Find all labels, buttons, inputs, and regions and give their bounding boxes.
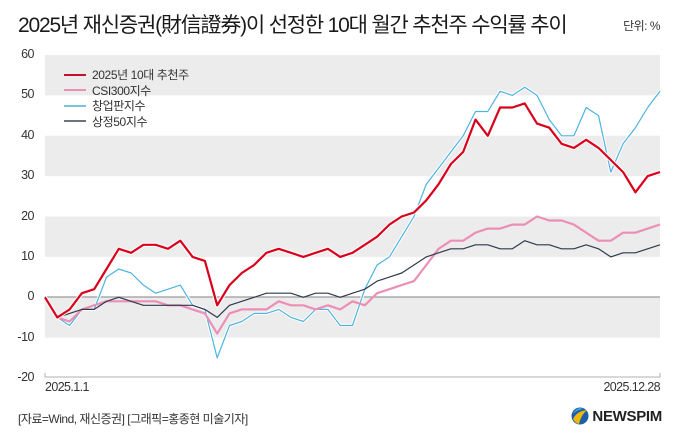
series-lines <box>43 85 662 360</box>
legend-label: 상정50지수 <box>92 114 148 129</box>
chart-title: 2025년 재신증권(財信證券)이 선정한 10대 월간 추천주 수익률 추이 <box>18 14 568 37</box>
legend-label: 창업판지수 <box>92 99 146 114</box>
legend-item-chinext: 창업판지수 <box>64 98 189 114</box>
y-tick-label: 40 <box>21 127 34 142</box>
newspim-logo: NEWSPIM <box>571 407 662 425</box>
x-label-end: 2025.12.28 <box>603 380 660 394</box>
grid-band <box>45 55 660 96</box>
y-tick-label: 0 <box>27 289 35 304</box>
x-label-start: 2025.1.1 <box>45 380 89 394</box>
series-line-3 <box>44 240 661 318</box>
y-tick-label: -10 <box>17 329 34 344</box>
legend-swatch-gray <box>64 120 86 123</box>
logo-text: NEWSPIM <box>592 407 662 425</box>
chart-legend: 2025년 10대 추천주 CSI300지수 창업판지수 상정50지수 <box>64 67 189 129</box>
y-tick-label: 60 <box>21 47 34 61</box>
source-credit: [자료=Wind, 재신증권] [그래픽=홍종현 미술기자] <box>18 412 248 426</box>
unit-label: 단위: % <box>623 19 660 33</box>
series-line-0 <box>44 102 661 319</box>
y-tick-label: 30 <box>21 168 34 183</box>
series-line-1 <box>44 215 661 335</box>
y-tick-label: 20 <box>21 208 34 223</box>
y-tick-label: 10 <box>21 248 34 263</box>
series-line-2 <box>44 86 661 359</box>
grid-band <box>45 216 660 257</box>
y-tick-label: 50 <box>21 87 34 102</box>
legend-swatch-cyan <box>64 104 86 107</box>
y-tick-label: -20 <box>17 370 34 384</box>
legend-swatch-pink <box>64 89 86 92</box>
legend-swatch-red <box>64 73 86 76</box>
legend-label: CSI300지수 <box>92 83 151 98</box>
grid-band <box>45 135 660 177</box>
legend-label: 2025년 10대 추천주 <box>92 68 189 83</box>
x-axis-line <box>44 373 661 378</box>
legend-item-recommended: 2025년 10대 추천주 <box>64 67 189 83</box>
legend-item-csi300: CSI300지수 <box>64 83 189 99</box>
background-bands <box>45 55 660 338</box>
legend-item-sse50: 상정50지수 <box>64 114 189 130</box>
grid-band <box>45 297 660 338</box>
newspim-globe-icon <box>571 407 589 425</box>
